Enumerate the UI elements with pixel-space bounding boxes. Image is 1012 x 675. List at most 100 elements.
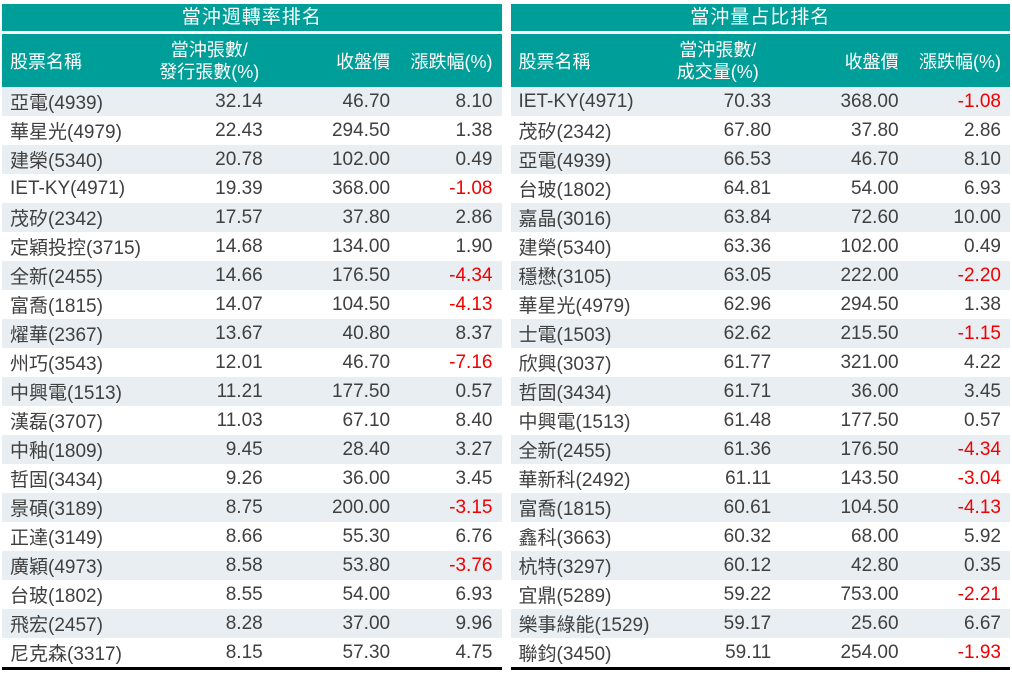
stock-name-cell: 台玻(1802) [10,586,103,607]
change-percent-cell: -4.13 [957,496,1001,518]
ratio-percent-cell: 60.32 [723,525,772,547]
change-percent-cell: 1.90 [455,235,493,257]
close-price-cell: 37.00 [342,612,391,634]
change-percent-cell: 1.38 [963,293,1001,315]
column-header-close-price: 收盤價 [844,51,899,72]
ratio-percent-cell: 8.28 [225,612,263,634]
column-header-turnover-ratio: 當沖張數/ 發行張數(%) [152,39,267,83]
close-price-cell: 68.00 [851,525,899,547]
change-percent-cell: -1.93 [957,641,1001,663]
close-price-cell: 368.00 [840,90,899,112]
stock-name-cell: 宜鼎(5289) [518,586,612,607]
close-price-cell: 54.00 [851,177,899,199]
change-percent-cell: 8.40 [455,409,493,431]
close-price-cell: 72.60 [851,206,899,228]
table-row: 中興電(1513) 61.48 177.50 0.57 [510,406,1010,435]
ratio-percent-cell: 60.61 [723,496,772,518]
stock-name-cell: 聯鈞(3450) [518,644,612,665]
change-percent-cell: -4.13 [449,293,493,315]
ratio-percent-cell: 12.01 [215,351,263,373]
stock-name-cell: 華星光(4979) [518,296,631,317]
ratio-percent-cell: 59.11 [725,641,772,663]
close-price-cell: 57.30 [342,641,391,663]
close-price-cell: 222.00 [840,264,899,286]
table-row: 飛宏(2457) 8.28 37.00 9.96 [2,609,502,638]
change-percent-cell: 5.92 [963,525,1001,547]
ratio-percent-cell: 61.11 [725,467,772,489]
table-row: 全新(2455) 61.36 176.50 -4.34 [510,435,1010,464]
stock-name-cell: 尼克森(3317) [10,644,122,665]
change-percent-cell: 10.00 [953,206,1001,228]
ratio-percent-cell: 61.36 [723,438,772,460]
ratio-percent-cell: 60.12 [723,554,772,576]
column-header-volume-ratio-line2: 成交量(%) [676,61,759,82]
ratio-percent-cell: 9.26 [225,467,263,489]
change-percent-cell: 0.49 [963,235,1001,257]
stock-name-cell: 亞電(4939) [518,151,612,172]
volume-share-table-title: 當沖量占比排名 [510,4,1010,31]
close-price-cell: 294.50 [840,293,899,315]
ratio-percent-cell: 14.07 [215,293,263,315]
change-percent-cell: 1.38 [455,119,493,141]
change-percent-cell: 6.76 [455,525,493,547]
stock-name-cell: 茂矽(2342) [518,122,612,143]
change-percent-cell: 8.10 [455,90,493,112]
ratio-percent-cell: 70.33 [723,90,772,112]
ratio-percent-cell: 62.62 [723,322,772,344]
table-row: 穩懋(3105) 63.05 222.00 -2.20 [510,261,1010,290]
ratio-percent-cell: 63.84 [723,206,772,228]
ratio-percent-cell: 11.21 [216,380,263,402]
ratio-percent-cell: 66.53 [723,148,772,170]
close-price-cell: 55.30 [342,525,391,547]
change-percent-cell: 0.35 [963,554,1001,576]
change-percent-cell: -3.76 [449,554,493,576]
ratio-percent-cell: 17.57 [215,206,263,228]
table-row: 哲固(3434) 9.26 36.00 3.45 [2,464,502,493]
table-row: 杭特(3297) 60.12 42.80 0.35 [510,551,1010,580]
change-percent-cell: 2.86 [963,119,1001,141]
close-price-cell: 176.50 [331,264,391,286]
stock-name-cell: 富喬(1815) [10,296,103,317]
stock-name-cell: IET-KY(4971) [10,177,126,199]
stock-name-cell: 建榮(5340) [10,151,103,172]
ratio-percent-cell: 59.17 [723,612,772,634]
table-row: 鑫科(3663) 60.32 68.00 5.92 [510,522,1010,551]
table-row: 茂矽(2342) 67.80 37.80 2.86 [510,116,1010,145]
table-row: 州巧(3543) 12.01 46.70 -7.16 [2,348,502,377]
stock-name-cell: 樂事綠能(1529) [518,615,650,636]
close-price-cell: 254.00 [840,641,899,663]
stock-name-cell: 哲固(3434) [10,470,103,491]
table-row: 中興電(1513) 11.21 177.50 0.57 [2,377,502,406]
close-price-cell: 46.70 [342,90,391,112]
change-percent-cell: 2.86 [455,206,493,228]
table-row: 亞電(4939) 66.53 46.70 8.10 [510,145,1010,174]
stock-name-cell: 廣穎(4973) [10,557,103,578]
table-row: 廣穎(4973) 8.58 53.80 -3.76 [2,551,502,580]
table-row: 台玻(1802) 8.55 54.00 6.93 [2,580,502,609]
stock-name-cell: 杭特(3297) [518,557,612,578]
stock-name-cell: 華新科(2492) [518,470,631,491]
table-row: 中釉(1809) 9.45 28.40 3.27 [2,435,502,464]
ratio-percent-cell: 61.48 [723,409,772,431]
volume-share-table: 當沖量占比排名 股票名稱 當沖張數/ 成交量(%) 收盤價 漲跌幅(%) IET… [510,4,1010,670]
ratio-percent-cell: 63.36 [723,235,772,257]
close-price-cell: 40.80 [342,322,391,344]
close-price-cell: 134.00 [331,235,391,257]
close-price-cell: 42.80 [851,554,899,576]
ratio-percent-cell: 63.05 [723,264,772,286]
stock-name-cell: 士電(1503) [518,325,612,346]
turnover-rate-table-header: 股票名稱 當沖張數/ 發行張數(%) 收盤價 漲跌幅(%) [2,34,502,87]
change-percent-cell: -2.20 [957,264,1001,286]
change-percent-cell: 6.93 [455,583,493,605]
ratio-percent-cell: 61.71 [723,380,772,402]
change-percent-cell: 8.37 [455,322,493,344]
change-percent-cell: 0.49 [455,148,493,170]
close-price-cell: 104.50 [840,496,899,518]
table-row: 欣興(3037) 61.77 321.00 4.22 [510,348,1010,377]
ratio-percent-cell: 32.14 [215,90,263,112]
ratio-percent-cell: 14.68 [215,235,263,257]
stock-name-cell: 燿華(2367) [10,325,103,346]
column-header-volume-ratio: 當沖張數/ 成交量(%) [660,39,775,83]
stock-name-cell: 建榮(5340) [518,238,612,259]
turnover-rate-table: 當沖週轉率排名 股票名稱 當沖張數/ 發行張數(%) 收盤價 漲跌幅(%) 亞電… [2,4,502,670]
